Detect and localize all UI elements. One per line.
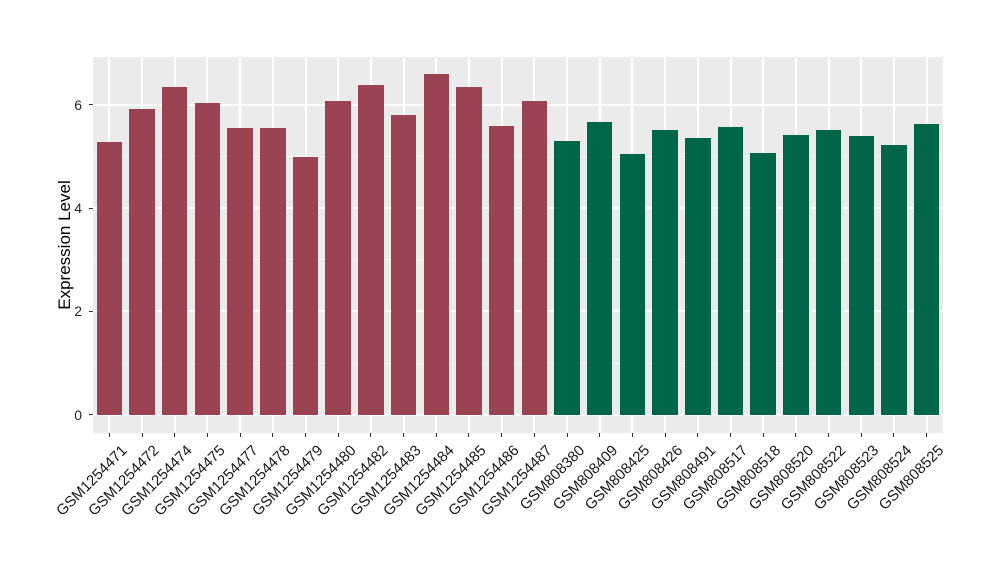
- bar-GSM1254483: [390, 115, 417, 415]
- x-tick-mark: [762, 433, 764, 437]
- major-gridline: [93, 207, 943, 210]
- y-tick-mark: [89, 104, 93, 106]
- bar-GSM1254486: [488, 126, 515, 415]
- x-tick-mark: [272, 433, 274, 437]
- y-tick-mark: [89, 310, 93, 312]
- plot-panel: [93, 57, 943, 433]
- bar-GSM808380: [554, 141, 580, 415]
- y-tick-mark: [89, 414, 93, 416]
- x-tick-mark: [828, 433, 830, 437]
- bar-GSM808426: [652, 130, 678, 415]
- x-tick-mark: [631, 433, 633, 437]
- bar-GSM808409: [586, 121, 613, 415]
- x-tick-mark: [926, 433, 928, 437]
- minor-gridline: [93, 259, 943, 261]
- x-tick-mark: [141, 433, 143, 437]
- bar-GSM1254477: [227, 128, 253, 415]
- x-tick-mark: [174, 433, 176, 437]
- bar-GSM1254480: [325, 101, 351, 415]
- y-tick-label: 4: [74, 200, 82, 217]
- bar-GSM808425: [619, 153, 646, 415]
- bar-GSM1254471: [96, 141, 123, 415]
- x-tick-mark: [893, 433, 895, 437]
- x-tick-mark: [403, 433, 405, 437]
- bar-GSM1254478: [260, 128, 286, 415]
- y-tick-label: 2: [74, 303, 82, 320]
- minor-gridline: [93, 362, 943, 364]
- bar-GSM808520: [783, 134, 809, 415]
- x-tick-mark: [435, 433, 437, 437]
- bar-GSM808517: [717, 127, 744, 415]
- x-tick-mark: [664, 433, 666, 437]
- x-tick-mark: [206, 433, 208, 437]
- bar-GSM1254475: [194, 102, 221, 415]
- bar-GSM808522: [815, 129, 842, 415]
- x-tick-mark: [697, 433, 699, 437]
- major-gridline: [93, 310, 943, 313]
- bar-GSM808523: [848, 135, 875, 415]
- x-tick-mark: [860, 433, 862, 437]
- bar-GSM808518: [750, 152, 776, 415]
- x-tick-mark: [730, 433, 731, 437]
- bar-GSM1254484: [423, 73, 450, 415]
- x-tick-mark: [501, 433, 503, 437]
- x-tick-mark: [239, 433, 241, 437]
- x-tick-mark: [108, 433, 110, 437]
- bar-GSM1254482: [358, 85, 384, 415]
- x-tick-mark: [566, 433, 568, 437]
- bar-GSM808525: [913, 124, 940, 415]
- bar-GSM1254474: [161, 86, 188, 415]
- y-tick-label: 0: [74, 406, 82, 423]
- bar-GSM1254479: [292, 157, 319, 415]
- x-tick-mark: [468, 433, 470, 437]
- minor-gridline: [93, 155, 943, 157]
- bar-GSM1254472: [129, 108, 155, 415]
- y-tick-label: 6: [74, 96, 82, 113]
- bar-GSM808491: [685, 138, 711, 415]
- bar-GSM808524: [881, 145, 907, 415]
- bar-GSM1254485: [456, 86, 482, 415]
- major-gridline: [93, 413, 943, 416]
- bar-GSM1254487: [521, 101, 548, 415]
- x-tick-mark: [599, 433, 601, 437]
- x-tick-mark: [337, 433, 339, 437]
- x-tick-mark: [533, 433, 535, 437]
- x-tick-mark: [795, 433, 797, 437]
- x-tick-mark: [305, 433, 306, 437]
- x-tick-mark: [370, 433, 372, 437]
- major-gridline: [93, 103, 943, 106]
- y-tick-mark: [89, 207, 93, 209]
